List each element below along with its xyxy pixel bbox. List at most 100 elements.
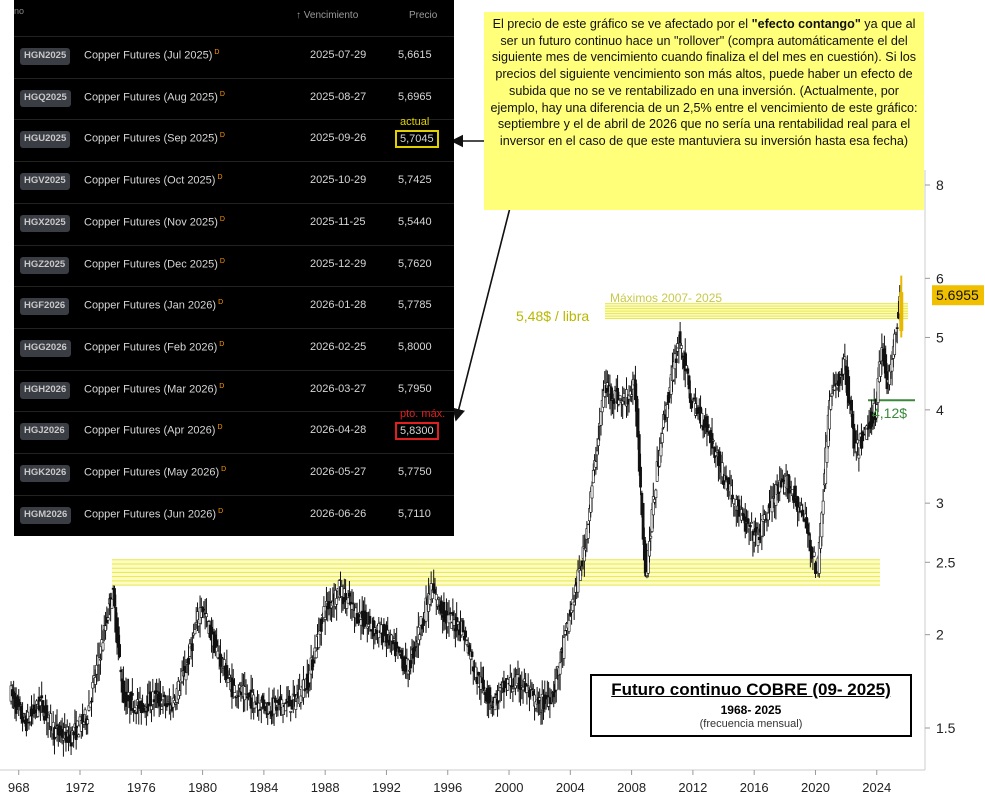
- candle-body: [787, 474, 791, 494]
- candle: [14, 687, 18, 722]
- ticker-badge: HGJ2026: [20, 423, 69, 441]
- futures-row[interactable]: HGG2026 Copper Futures (Feb 2026) D 2026-02…: [14, 327, 454, 370]
- candle-body: [22, 713, 26, 716]
- x-tick-label: 1988: [311, 780, 340, 795]
- candle-body: [470, 651, 474, 657]
- candle: [143, 703, 147, 718]
- futures-row[interactable]: HGV2025 Copper Futures (Oct 2025) D 2025-10…: [14, 161, 454, 203]
- callout-text-1: El precio de este gráfico se ve afectado…: [492, 17, 752, 31]
- futures-row[interactable]: HGN2025 Copper Futures (Jul 2025) D 2025-07…: [14, 36, 454, 78]
- candle: [690, 400, 694, 413]
- candle-body: [319, 618, 323, 632]
- candle-body: [665, 404, 669, 418]
- delayed-flag: D: [219, 132, 225, 140]
- candle: [590, 481, 594, 513]
- candle-body: [636, 408, 640, 438]
- header-precio[interactable]: Precio: [409, 10, 438, 21]
- candle-body: [222, 659, 226, 667]
- candle-body: [890, 359, 894, 372]
- candle-body: [314, 650, 318, 659]
- futures-row[interactable]: HGK2026 Copper Futures (May 2026) D 2026-05…: [14, 453, 454, 495]
- candle-body: [90, 700, 93, 703]
- futures-row[interactable]: HGF2026 Copper Futures (Jan 2026) D 2026-01…: [14, 286, 454, 328]
- expiry-date: 2025-10-29: [310, 174, 367, 187]
- contract-price: 5,7045: [395, 130, 439, 149]
- candle: [74, 710, 78, 750]
- ticker-badge: HGM2026: [20, 506, 72, 524]
- futures-row[interactable]: HGH2026 Copper Futures (Mar 2026) D 2026-03…: [14, 369, 454, 412]
- candle-body: [138, 697, 142, 702]
- candle: [558, 651, 562, 691]
- candle-body: [299, 695, 303, 703]
- futures-row[interactable]: HGZ2025 Copper Futures (Dec 2025) D 2025-12…: [14, 244, 454, 287]
- candle: [497, 682, 501, 710]
- candle-body: [62, 737, 65, 741]
- candle-body: [637, 434, 641, 472]
- y-tick-label: 8: [936, 177, 944, 193]
- candle-body: [133, 707, 137, 711]
- candle-body: [194, 622, 198, 625]
- candle: [77, 733, 81, 738]
- candle: [711, 438, 715, 445]
- candle: [812, 546, 816, 558]
- candle-body: [618, 395, 622, 399]
- candle: [302, 666, 305, 705]
- ticker-badge: HGH2026: [20, 381, 71, 399]
- candle-body: [450, 622, 453, 629]
- candle: [554, 666, 558, 703]
- candle-body: [659, 443, 663, 457]
- candle-body: [779, 481, 783, 488]
- candle-body: [493, 697, 497, 711]
- candle-body: [580, 560, 584, 567]
- ticker-badge: HGU2025: [20, 131, 71, 149]
- expiry-date: 2026-05-27: [310, 466, 367, 478]
- candle-body: [134, 712, 138, 715]
- candle: [268, 705, 272, 719]
- candle: [770, 486, 774, 522]
- callout-text-3: (Actualmente, por ejemplo, hay una difer…: [490, 83, 918, 149]
- candle-body: [663, 414, 667, 421]
- futures-row[interactable]: HGJ2026 Copper Futures (Apr 2026) D 2026-04…: [14, 408, 454, 453]
- candle: [285, 686, 289, 718]
- candle: [456, 617, 460, 641]
- candle-body: [152, 699, 156, 703]
- candle-body: [160, 706, 164, 710]
- candle-body: [129, 691, 133, 711]
- candle: [857, 447, 861, 472]
- candle-body: [594, 461, 598, 468]
- candle-body: [538, 697, 542, 701]
- candle: [493, 693, 497, 711]
- candle-body: [55, 724, 59, 727]
- candle: [284, 702, 287, 712]
- futures-row[interactable]: HGX2025 Copper Futures (Nov 2025) D 2025-11…: [14, 202, 454, 245]
- candle-body: [273, 697, 277, 703]
- candle-body: [474, 666, 478, 678]
- candle: [299, 695, 303, 710]
- callout-bold: "efecto contango": [751, 17, 861, 31]
- candle-body: [434, 594, 438, 601]
- candle-body: [42, 715, 46, 721]
- candle-body: [584, 547, 588, 551]
- futures-row[interactable]: HGQ2025 Copper Futures (Aug 2025) D 2025-08…: [14, 77, 454, 120]
- candle: [132, 700, 136, 722]
- candle: [288, 690, 291, 707]
- candle: [762, 509, 766, 536]
- candle: [705, 413, 709, 447]
- expiry-date: 2026-02-25: [310, 340, 367, 353]
- contract-price: 5,8000: [398, 340, 432, 353]
- candle: [406, 658, 410, 688]
- candle-body: [847, 376, 851, 403]
- header-vencimiento[interactable]: ↑ Vencimiento: [296, 10, 359, 21]
- arrow-to-max: [452, 191, 515, 422]
- futures-row[interactable]: HGM2026 Copper Futures (Jun 2026) D 2026-06…: [14, 494, 454, 537]
- candle-body: [549, 702, 553, 705]
- futures-row[interactable]: HGU2025 Copper Futures (Sep 2025) D 2025-09…: [14, 116, 454, 161]
- expiry-date: 2026-01-28: [310, 299, 367, 312]
- candle: [193, 622, 197, 635]
- candle-body: [641, 502, 645, 540]
- candle-body: [290, 699, 294, 710]
- candle: [838, 370, 842, 392]
- candle-body: [750, 521, 754, 524]
- candle: [21, 702, 24, 732]
- candle-body: [621, 400, 625, 405]
